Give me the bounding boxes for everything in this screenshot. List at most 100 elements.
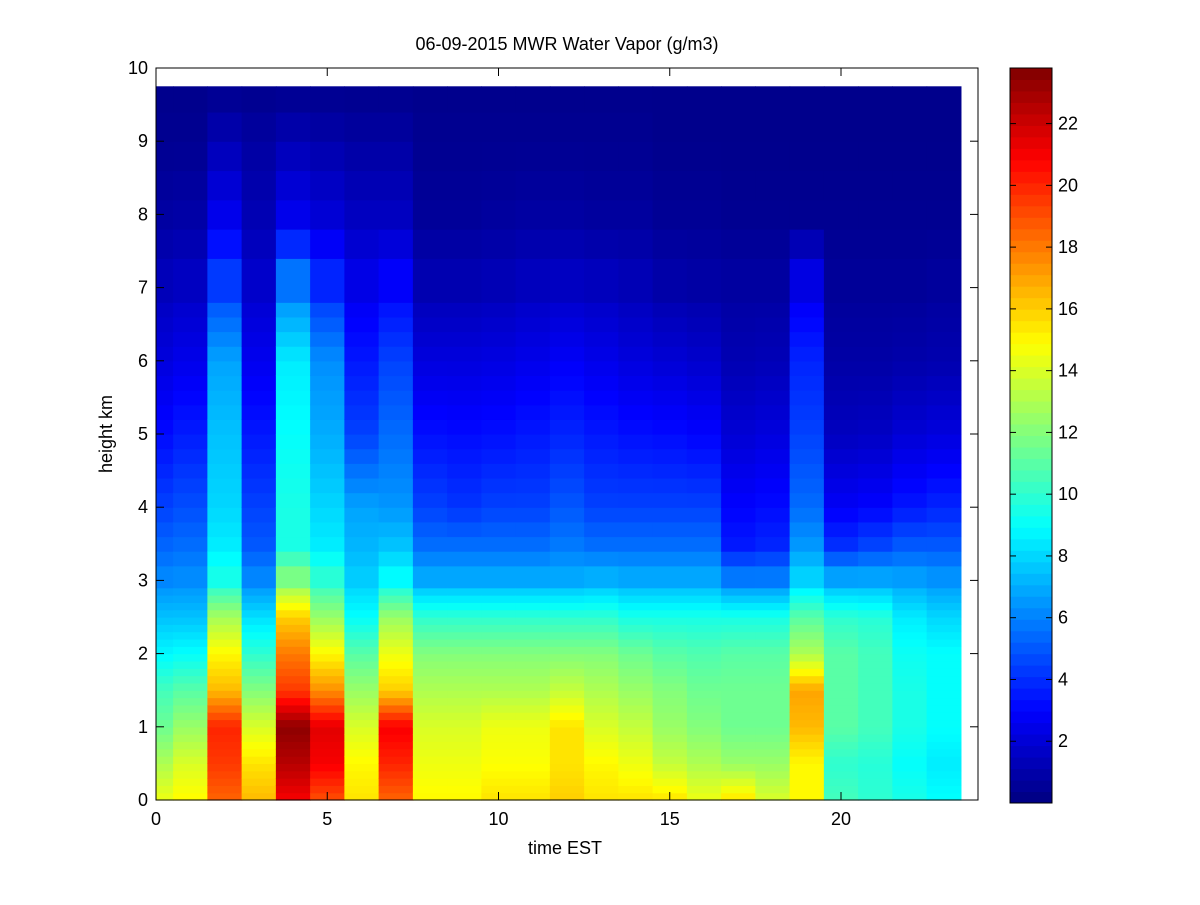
heatmap-cell [156,682,174,691]
heatmap-cell [173,434,208,450]
heatmap-cell [275,690,311,699]
heatmap-cell [481,675,517,684]
heatmap-cell [823,404,859,420]
heatmap-cell [926,675,962,684]
heatmap-cell [858,170,893,201]
heatmap-cell [892,316,928,333]
heatmap-cell [755,668,791,677]
heatmap-cell [823,675,859,684]
heatmap-cell [412,675,448,684]
heatmap-cell [241,734,277,743]
heatmap-cell [892,360,928,377]
heatmap-cell [789,719,825,728]
heatmap-cell [789,631,825,640]
heatmap-cell [207,675,243,684]
heatmap-cell [241,617,277,625]
heatmap-cell [755,734,791,743]
heatmap-cell [207,660,243,669]
heatmap-cell [447,792,482,801]
heatmap-cell [344,697,380,706]
x-tick-label: 20 [831,809,851,829]
heatmap-cell [378,741,414,750]
heatmap-cell [275,448,311,464]
heatmap-cell [344,434,380,450]
heatmap-cell [686,360,722,377]
heatmap-cell [241,565,277,589]
heatmap-cell [755,346,791,362]
y-tick-label: 10 [128,58,148,78]
heatmap-cell [515,419,551,435]
colorbar-segment [1010,217,1052,230]
heatmap-cell [207,770,243,779]
heatmap-cell [275,602,311,611]
heatmap-cell [652,448,688,464]
heatmap-cell [447,346,482,362]
heatmap-cell [310,346,345,362]
heatmap-cell [344,346,380,362]
heatmap-cell [858,507,893,523]
heatmap-cell [789,712,825,721]
heatmap-cell [156,609,174,618]
heatmap-cell [755,631,791,640]
heatmap-cell [926,617,962,625]
heatmap-cell [823,199,859,230]
heatmap-cell [892,719,928,728]
heatmap-cell [173,331,208,347]
heatmap-cell [721,448,756,464]
heatmap-cell [892,463,928,479]
heatmap-cell [412,199,448,230]
heatmap-cell [892,477,928,494]
heatmap-cell [892,141,928,172]
heatmap-cell [412,258,448,303]
heatmap-cell [275,675,311,684]
heatmap-cell [412,551,448,567]
colorbar-segment [1010,102,1052,115]
heatmap-cell [344,792,380,801]
heatmap-cell [652,595,688,603]
heatmap-cell [412,587,448,596]
heatmap-cell [789,316,825,333]
heatmap-cell [481,404,517,420]
heatmap-cell [481,521,517,538]
colorbar-segment [1010,68,1052,80]
heatmap-cell [789,404,825,420]
heatmap-cell [892,86,928,113]
heatmap-cell [344,756,380,764]
heatmap-cell [275,521,311,538]
heatmap-cell [207,690,243,699]
heatmap-cell [207,434,243,450]
heatmap-cell [652,404,688,420]
heatmap-cell [344,360,380,377]
heatmap-cell [892,624,928,633]
heatmap-cell [823,660,859,669]
colorbar-segment [1010,205,1052,218]
heatmap-cell [447,682,482,691]
heatmap-cell [549,375,585,391]
axes: 0 5 10 15 20 0 1 2 3 4 5 6 7 8 9 10 [128,58,979,829]
heatmap-cell [207,617,243,625]
heatmap-cell [858,565,893,589]
heatmap-cell [686,229,722,259]
heatmap-cell [310,419,345,435]
heatmap-cell [823,521,859,538]
heatmap-cell [721,111,756,142]
heatmap-cell [412,704,448,713]
colorbar-segment [1010,676,1052,689]
colorbar-segment [1010,136,1052,149]
colorbar-segment [1010,768,1052,781]
heatmap-cell [156,258,174,303]
heatmap-cell [892,741,928,750]
heatmap-cell [823,316,859,333]
heatmap-cell [584,638,619,647]
heatmap-cell [618,770,654,779]
heatmap-cell [618,404,654,420]
heatmap-cell [926,331,962,347]
heatmap-cell [721,302,756,318]
heatmap-cell [584,346,619,362]
heatmap-cell [858,521,893,538]
heatmap-cell [755,170,791,201]
heatmap-cell [892,375,928,391]
colorbar-segment [1010,780,1052,793]
heatmap-cell [721,704,756,713]
colorbar-segment [1010,757,1052,770]
